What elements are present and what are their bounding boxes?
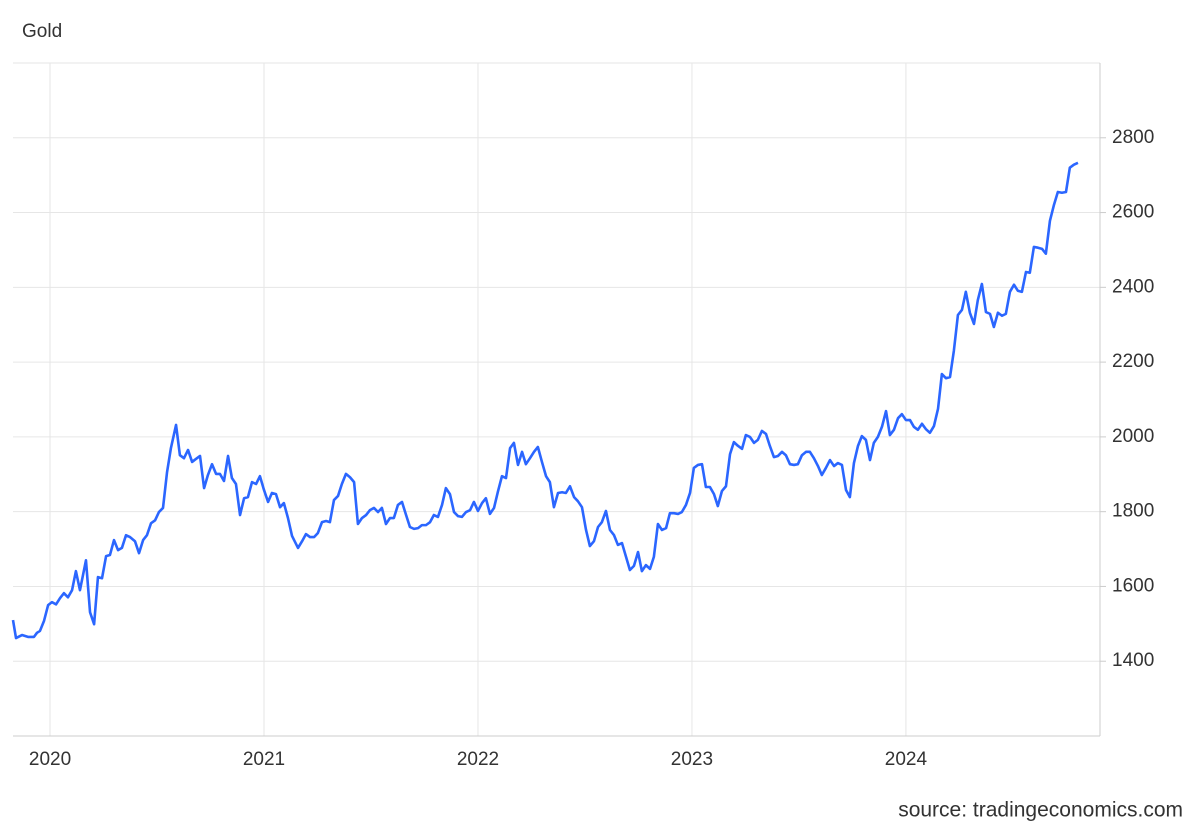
source: source: tradingeconomics.com [898,799,1183,822]
y-tick-label: 2800 [1112,127,1154,148]
y-tick-label: 1800 [1112,501,1154,522]
x-tick-label: 2020 [29,749,71,770]
x-tick-label: 2021 [243,749,285,770]
y-tick-label: 1600 [1112,575,1154,596]
y-tick-label: 2000 [1112,426,1154,447]
y-tick-label: 2200 [1112,351,1154,372]
y-tick-label: 1400 [1112,650,1154,671]
y-tick-label: 2400 [1112,276,1154,297]
price-line [11,161,1079,640]
x-tick-label: 2024 [885,749,928,770]
x-tick-label: 2022 [457,749,499,770]
chart-title: Gold [22,21,62,42]
y-tick-label: 2600 [1112,202,1154,223]
x-tick-label: 2023 [671,749,713,770]
